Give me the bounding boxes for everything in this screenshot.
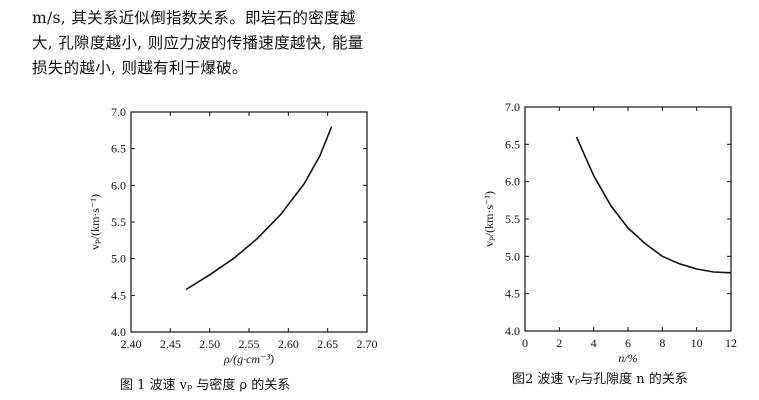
fig2-y-tick-label: 4.0 (505, 324, 520, 338)
text-line: m/s, 其关系近似倒指数关系。即岩石的密度越 (32, 9, 356, 27)
fig1-y-axis-label: vₚ/(km·s⁻¹) (88, 194, 102, 250)
figure-1-caption: 图 1 波速 vₚ 与密度 ρ 的关系 (120, 378, 291, 393)
fig2-series-line (575, 136, 732, 274)
fig1-x-axis-label: ρ/(g·cm⁻³) (223, 352, 274, 366)
fig2-x-tick-label: 6 (625, 336, 631, 350)
fig2-x-tick-label: 8 (659, 336, 665, 350)
fig1-x-tick-label: 2.45 (160, 337, 181, 351)
figure-2-caption: 图2 波速 vₚ与孔隙度 n 的关系 (512, 372, 688, 387)
fig2-x-tick-label: 10 (691, 336, 703, 350)
fig1-y-tick-label: 6.0 (111, 178, 126, 192)
fig2-y-tick-label: 5.0 (505, 249, 520, 263)
body-paragraph: m/s, 其关系近似倒指数关系。即岩石的密度越 大, 孔隙度越小, 则应力波的传… (32, 6, 452, 81)
fig1-y-tick-label: 4.5 (111, 288, 126, 302)
fig1-x-tick-label: 2.65 (317, 337, 338, 351)
fig2-x-tick-label: 0 (522, 336, 528, 350)
text-line: 大, 孔隙度越小, 则应力波的传播速度越快, 能量 (32, 34, 364, 52)
fig1-y-tick-label: 5.5 (111, 215, 126, 229)
fig1-y-tick-label: 6.5 (111, 142, 126, 156)
fig1-x-tick-label: 2.40 (121, 337, 142, 351)
fig1-x-tick-label: 2.60 (278, 337, 299, 351)
fig2-y-tick-label: 4.5 (505, 287, 520, 301)
fig2-x-tick-label: 4 (591, 336, 597, 350)
fig2-x-tick-label: 12 (725, 336, 737, 350)
fig1-x-tick-label: 2.70 (357, 337, 378, 351)
fig1-x-tick-label: 2.50 (199, 337, 220, 351)
fig1-y-tick-label: 4.0 (111, 325, 126, 339)
fig2-y-tick-label: 6.0 (505, 175, 520, 189)
fig2-y-tick-label: 5.5 (505, 212, 520, 226)
fig2-plot-frame (524, 106, 732, 332)
fig1-series-line (185, 126, 333, 291)
fig2-x-axis-label: n/% (618, 351, 637, 365)
fig2-y-axis-label: vₚ/(km·s⁻¹) (482, 191, 496, 247)
fig1-y-tick-label: 5.0 (111, 252, 126, 266)
fig1-y-tick-label: 7.0 (111, 105, 126, 119)
fig1-plot-frame (130, 111, 368, 333)
fig2-x-tick-label: 2 (556, 336, 562, 350)
fig1-x-tick-label: 2.55 (239, 337, 260, 351)
text-line: 损失的越小, 则越有利于爆破。 (32, 59, 248, 77)
fig2-y-tick-label: 6.5 (505, 137, 520, 151)
fig2-y-tick-label: 7.0 (505, 100, 520, 114)
